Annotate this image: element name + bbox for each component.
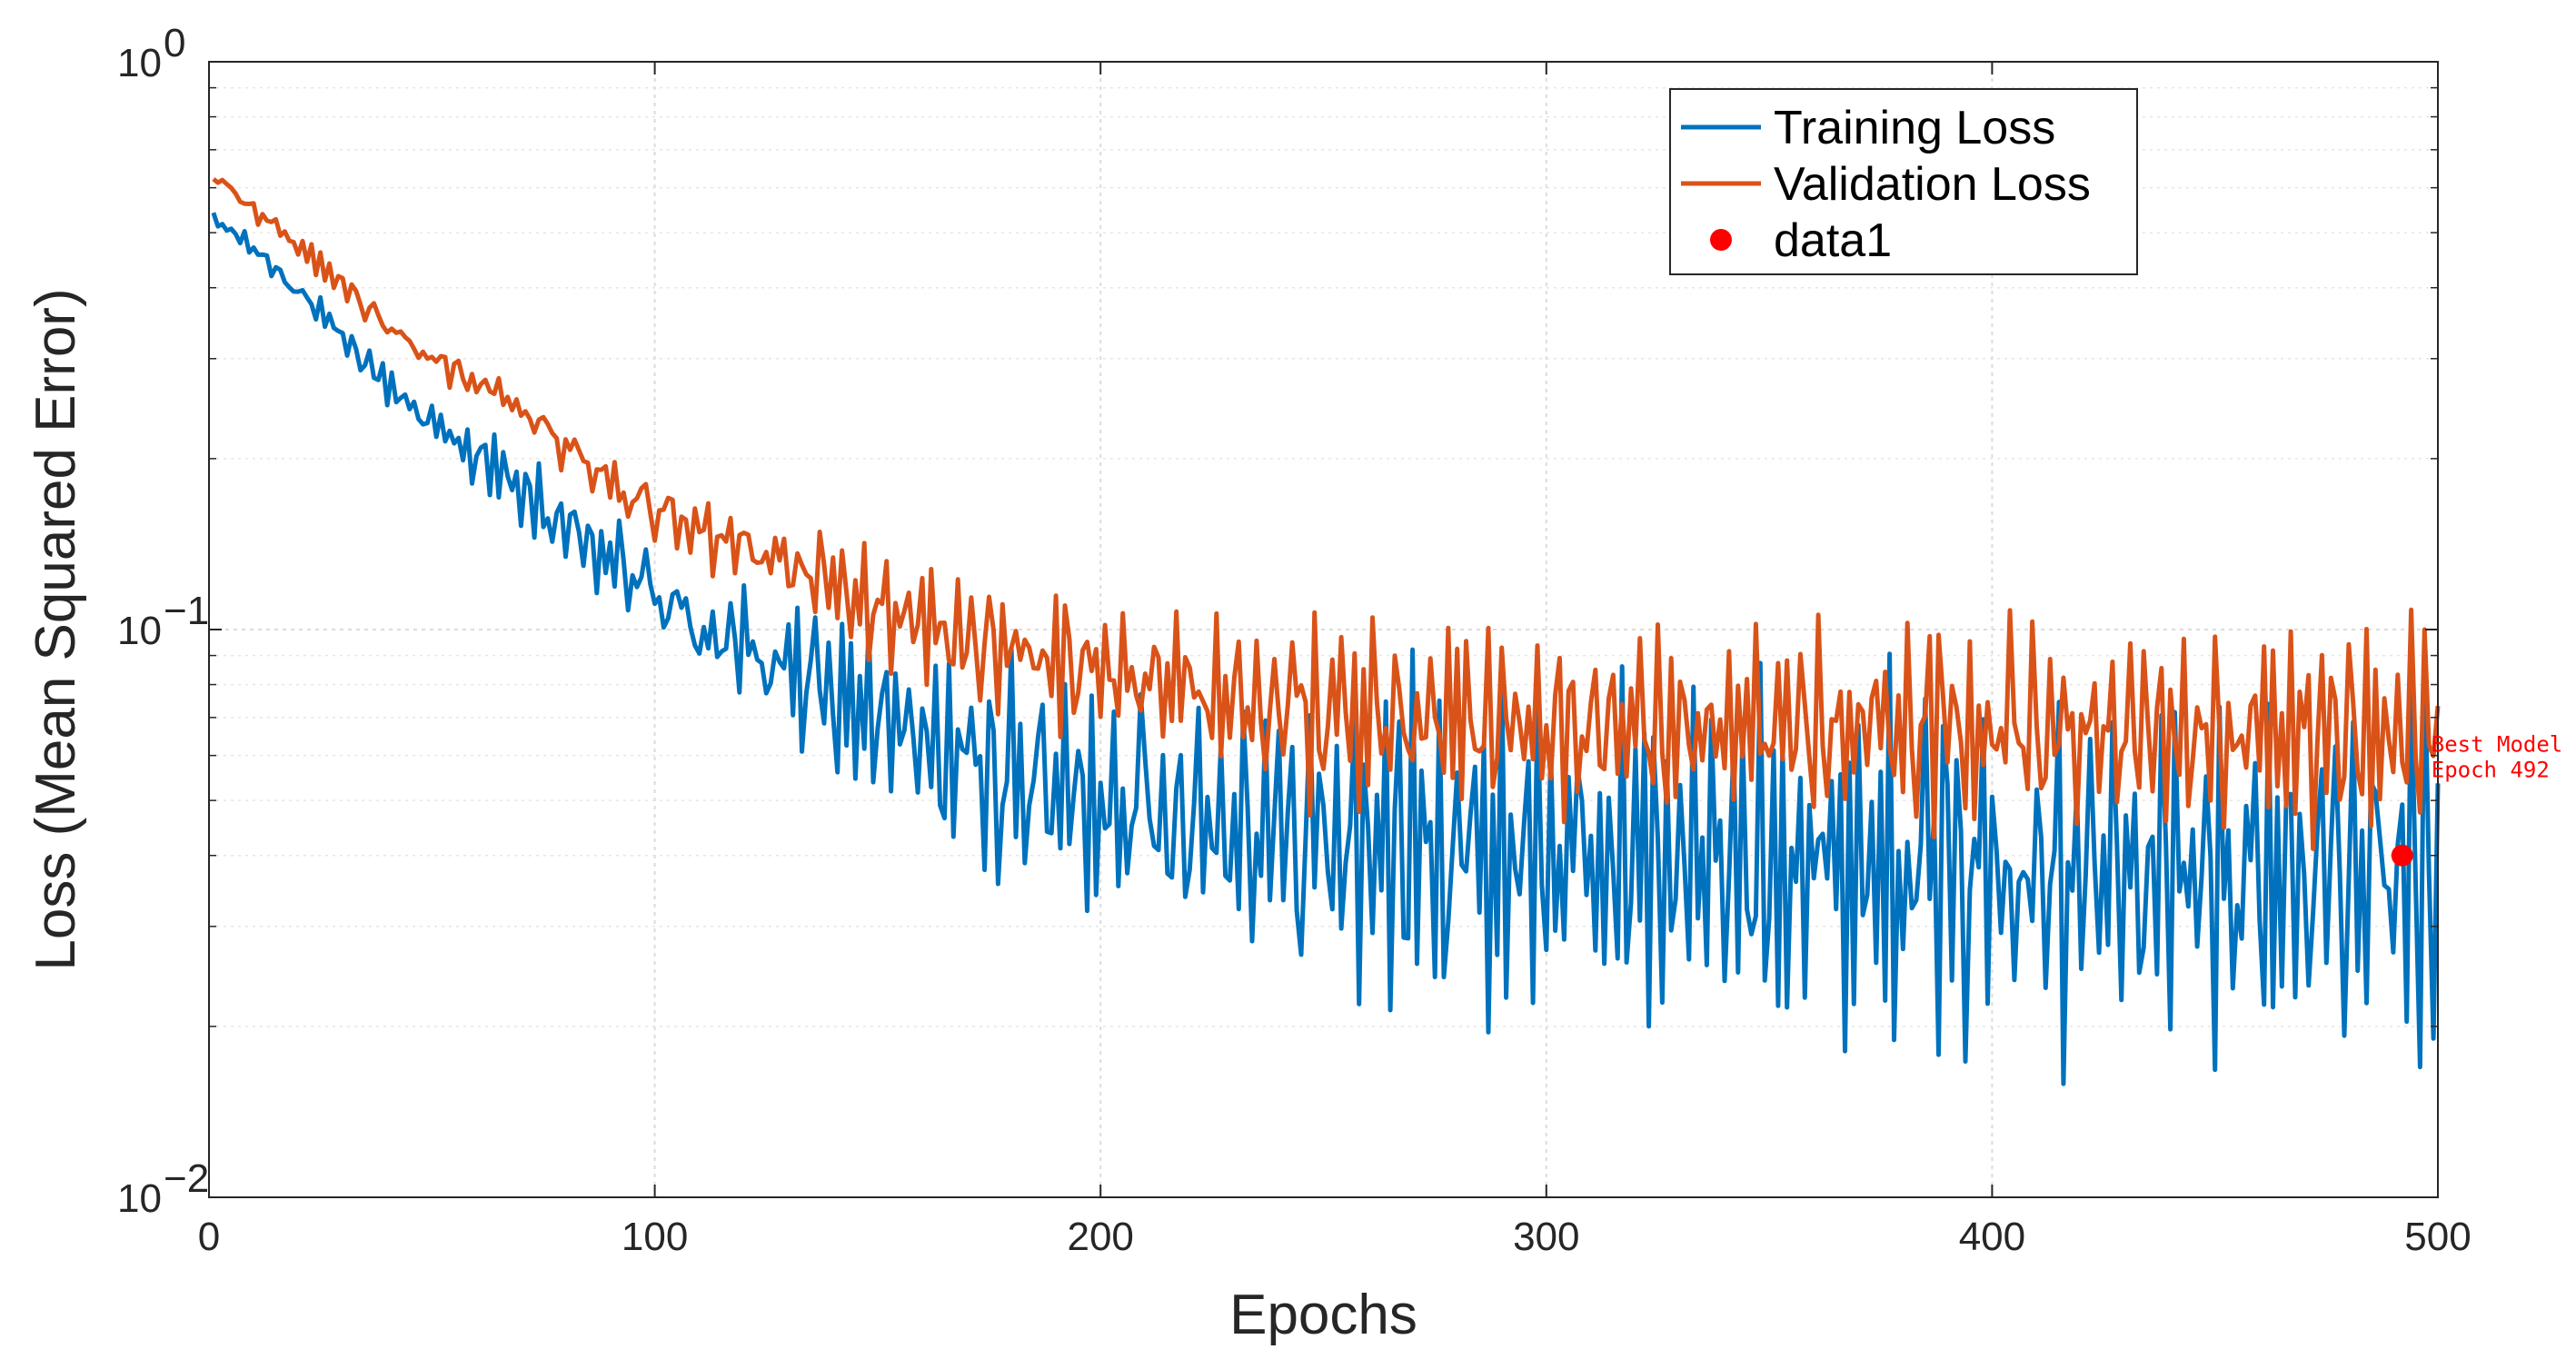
x-tick-label: 100 [622, 1215, 688, 1259]
y-tick-exponent: −1 [164, 589, 209, 633]
y-tick-exponent: −2 [164, 1156, 209, 1201]
legend-label: Training Loss [1774, 102, 2055, 154]
x-tick-label: 400 [1959, 1215, 2025, 1259]
series-layer [211, 177, 2441, 1086]
y-axis-label: Loss (Mean Squared Error) [25, 288, 87, 970]
x-tick-label: 500 [2404, 1215, 2471, 1259]
annotation-line: Epoch 492 [2432, 758, 2550, 783]
minor-grid [209, 86, 2438, 1027]
series-line-training-loss [211, 212, 2441, 1086]
y-tick-label: 10 [117, 1176, 162, 1221]
y-tick-exponent: 0 [164, 21, 185, 65]
legend-label: data1 [1774, 214, 1892, 267]
x-tick-label: 300 [1513, 1215, 1579, 1259]
x-tick-label: 200 [1067, 1215, 1133, 1259]
y-tick-label: 10 [117, 609, 162, 653]
legend-marker [1710, 229, 1732, 251]
annotation-line: Best Model [2432, 732, 2563, 758]
series-line-validation-loss [212, 177, 2441, 851]
best-model-marker [2391, 844, 2413, 867]
x-axis-label: Epochs [1229, 1284, 1417, 1346]
axes-frame [208, 61, 2439, 1198]
y-tick-label: 10 [117, 41, 162, 85]
x-tick-label: 0 [198, 1215, 220, 1259]
legend-label: Validation Loss [1774, 158, 2091, 211]
